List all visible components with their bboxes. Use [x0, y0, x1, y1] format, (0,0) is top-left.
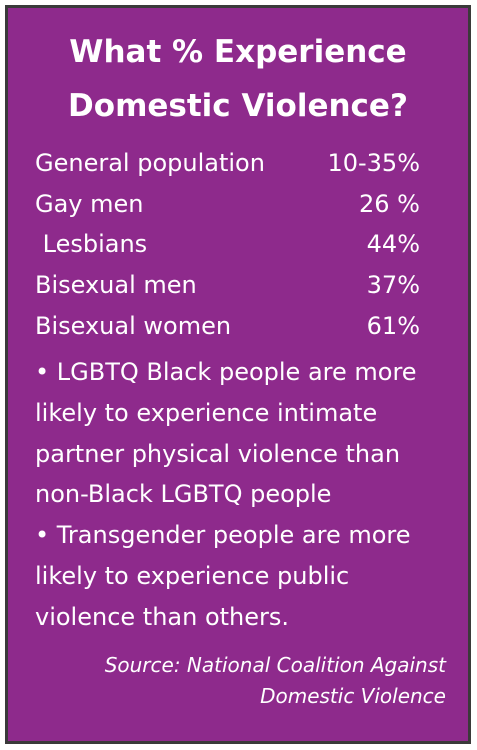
row-label: Lesbians [35, 230, 148, 259]
info-card: What % Experience Domestic Violence? Gen… [5, 5, 471, 744]
row-label: General population [35, 149, 265, 177]
row-value: 10-35% [327, 149, 420, 177]
table-row: Lesbians 44% [35, 230, 420, 270]
bullet-item: • Transgender people are more likely to … [35, 521, 411, 631]
row-value: 37% [366, 271, 420, 300]
title: Domestic Violence? [68, 88, 408, 124]
row-value: 44% [366, 230, 420, 259]
row-value: 26 % [359, 189, 420, 218]
table-row: General population 10-35% [35, 149, 420, 189]
row-label: Bisexual men [35, 271, 197, 300]
row-value: 61% [366, 311, 420, 340]
source: Source: National Coalition Against [104, 653, 446, 677]
table-row: Bisexual men 37% [35, 271, 420, 311]
bullet-list: • LGBTQ Black people are more likely to … [35, 352, 440, 638]
title: What % Experience [69, 34, 407, 70]
row-label: Bisexual women [35, 311, 232, 340]
table-row: Gay men 26 % [35, 190, 420, 230]
table-row: Bisexual women 61% [35, 312, 420, 352]
bullet-item: • LGBTQ Black people are more likely to … [35, 358, 417, 509]
source: Domestic Violence [260, 684, 446, 708]
row-label: Gay men [35, 189, 144, 218]
